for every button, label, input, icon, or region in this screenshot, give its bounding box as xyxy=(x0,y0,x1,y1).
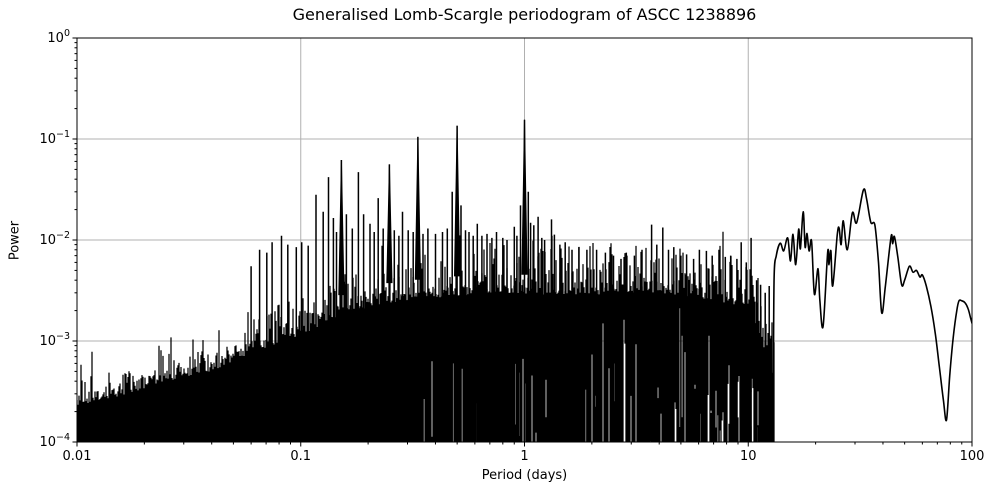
tick-marks xyxy=(72,37,973,447)
major-peaks xyxy=(338,119,528,296)
noise-mass xyxy=(77,231,775,442)
series-layer xyxy=(77,119,972,442)
x-axis-label: Period (days) xyxy=(481,468,568,483)
x-tick-label: 10 xyxy=(740,449,757,464)
x-tick-label: 0.1 xyxy=(290,449,311,464)
y-tick-label: 10−4 xyxy=(39,432,70,450)
smooth-curve xyxy=(772,188,972,422)
peak-spikes xyxy=(250,119,770,442)
x-tick-label: 0.01 xyxy=(63,449,92,464)
y-tick-label: 10−2 xyxy=(39,230,70,248)
y-tick-label: 10−1 xyxy=(39,129,70,147)
y-tick-label: 10−3 xyxy=(39,331,70,349)
x-tick-label: 1 xyxy=(520,449,528,464)
x-tick-label: 100 xyxy=(960,449,985,464)
y-tick-label: 100 xyxy=(47,28,70,46)
chart-title: Generalised Lomb-Scargle periodogram of … xyxy=(292,5,757,24)
